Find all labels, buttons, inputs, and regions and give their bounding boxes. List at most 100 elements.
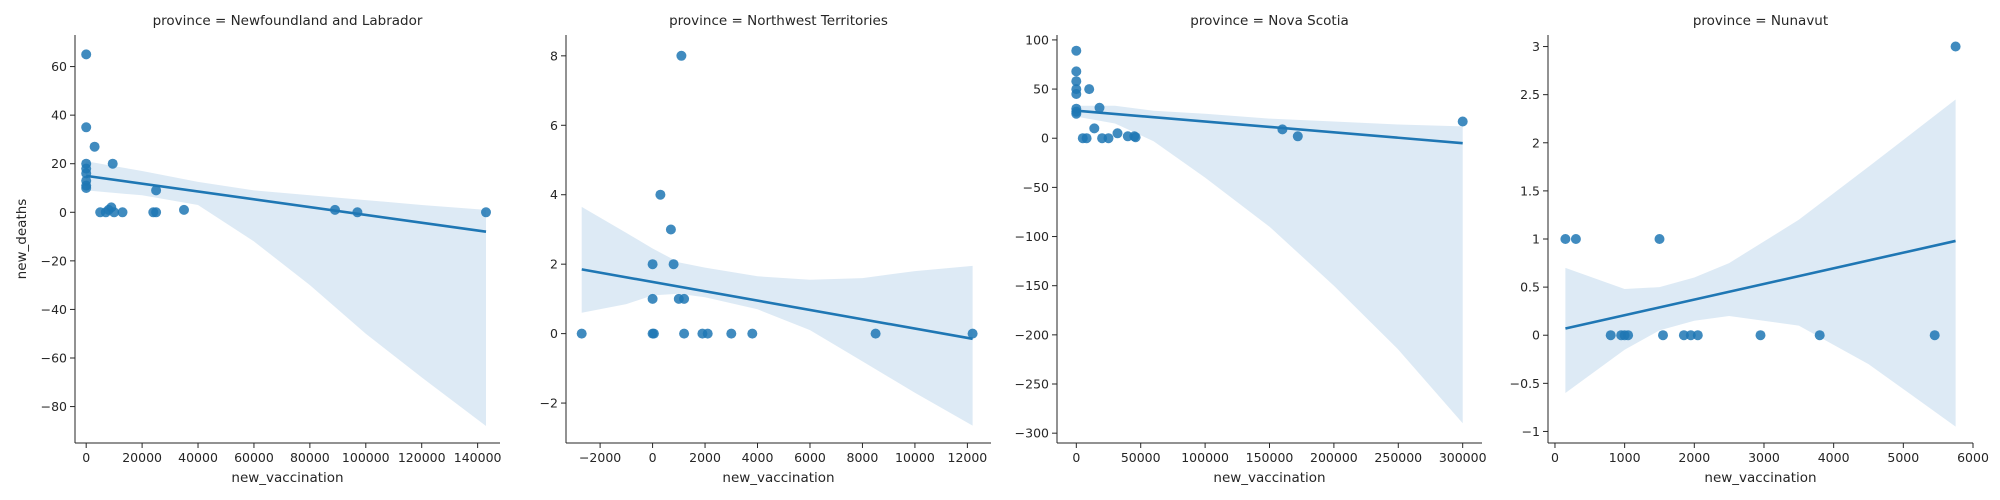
data-point [89, 141, 100, 152]
data-point [1130, 132, 1141, 143]
x-tick-label: 0 [1551, 450, 1559, 465]
y-tick-label: 1.5 [1520, 183, 1540, 198]
y-tick-label: 2.5 [1520, 87, 1540, 102]
data-point [117, 207, 128, 218]
x-tick-label: 2000 [1678, 450, 1710, 465]
data-point [967, 328, 978, 339]
x-tick-label: 6000 [1957, 450, 1989, 465]
data-point [747, 328, 758, 339]
data-point [1692, 330, 1703, 341]
y-tick-label: −50 [1023, 180, 1049, 195]
x-tick-label: 0 [649, 450, 657, 465]
x-axis-label: new_vaccination [231, 470, 343, 486]
y-tick-label: −60 [41, 351, 67, 366]
y-tick-label: −40 [41, 302, 67, 317]
data-point [1457, 116, 1468, 127]
x-tick-label: 8000 [847, 450, 879, 465]
data-point [702, 328, 713, 339]
x-tick-label: 4000 [742, 450, 774, 465]
data-point [1292, 131, 1303, 142]
x-tick-label: 4000 [1818, 450, 1850, 465]
regression-line [581, 268, 973, 341]
data-point [1084, 84, 1095, 95]
data-point [1560, 234, 1571, 244]
confidence-band [1076, 105, 1463, 424]
data-point [151, 207, 162, 218]
data-point [81, 49, 92, 60]
x-tick-label: 300000 [1439, 450, 1487, 465]
y-tick-label: 3 [1532, 39, 1540, 54]
data-point [665, 224, 676, 235]
data-point [870, 328, 881, 339]
y-tick-label: −80 [41, 399, 67, 414]
y-tick-label: −20 [41, 253, 67, 268]
data-point [679, 328, 690, 339]
data-point [679, 293, 690, 304]
data-point [655, 189, 666, 200]
chart-panel-4: 0 1000 2000 3000 4000 5000 6000 −1 −0.5 0 0.5 1 1.5 2… [1510, 13, 1989, 486]
data-point [1755, 330, 1766, 341]
data-point [1654, 234, 1665, 244]
data-point [648, 328, 659, 339]
y-tick-label: 0 [550, 326, 558, 341]
y-tick-label: 40 [51, 108, 67, 123]
x-tick-label: 1000 [1609, 450, 1641, 465]
x-tick-label: 200000 [1310, 450, 1358, 465]
x-tick-label: 3000 [1748, 450, 1780, 465]
regression-line [1565, 239, 1956, 330]
chart-panel-1: 0 20000 40000 60000 80000 100000 120000 140000 −… [14, 13, 502, 486]
data-point [1094, 102, 1105, 113]
x-tick-label: 6000 [794, 450, 826, 465]
y-tick-label: 0.5 [1520, 280, 1540, 295]
data-point [676, 50, 687, 61]
data-point [1071, 89, 1082, 99]
x-axis-label: new_vaccination [1704, 470, 1816, 486]
data-point [81, 122, 92, 133]
y-tick-label: 0 [1041, 131, 1049, 146]
y-tick-label: −150 [1015, 278, 1049, 293]
y-tick-label: −2 [540, 396, 558, 411]
data-point [576, 328, 587, 339]
chart-panel-2: −2000 0 2000 4000 6000 8000 10000 12000 −2 0 2 4 6 8 p… [540, 13, 991, 486]
x-tick-label: 2000 [689, 450, 721, 465]
data-point [1103, 133, 1114, 144]
y-tick-label: 2 [1532, 135, 1540, 150]
data-point [1814, 330, 1825, 341]
data-point [81, 183, 92, 193]
y-tick-label: −0.5 [1510, 376, 1540, 391]
data-point [151, 185, 162, 196]
data-point [1678, 330, 1689, 341]
x-tick-label: 20000 [122, 450, 162, 465]
data-point [647, 259, 658, 270]
confidence-band [1565, 99, 1956, 427]
data-point [1605, 330, 1616, 341]
x-tick-label: 120000 [398, 450, 446, 465]
y-axis-label: new_deaths [14, 199, 30, 280]
y-tick-label: −300 [1015, 426, 1049, 441]
panel-title: province = Newfoundland and Labrador [153, 13, 423, 29]
data-point [1071, 76, 1082, 87]
panel-title: province = Nunavut [1693, 13, 1828, 29]
data-point [1112, 128, 1123, 139]
x-tick-label: 140000 [454, 450, 502, 465]
y-tick-label: −1 [1522, 424, 1540, 439]
data-point [107, 158, 118, 169]
data-point [179, 204, 189, 215]
x-tick-label: 150000 [1246, 450, 1294, 465]
data-point [1089, 123, 1100, 134]
data-point [1071, 66, 1082, 77]
y-tick-label: 0 [1532, 328, 1540, 343]
x-axis-label: new_vaccination [722, 470, 834, 486]
x-tick-label: 60000 [234, 450, 274, 465]
confidence-band [86, 161, 486, 427]
x-tick-label: 10000 [895, 450, 935, 465]
y-tick-label: −100 [1015, 229, 1049, 244]
x-tick-label: 100000 [342, 450, 390, 465]
regression-line [1076, 109, 1463, 145]
data-point [109, 207, 120, 218]
y-tick-label: 8 [550, 48, 558, 63]
data-point [1071, 45, 1082, 56]
data-point [1685, 330, 1696, 341]
data-point [1570, 234, 1581, 244]
